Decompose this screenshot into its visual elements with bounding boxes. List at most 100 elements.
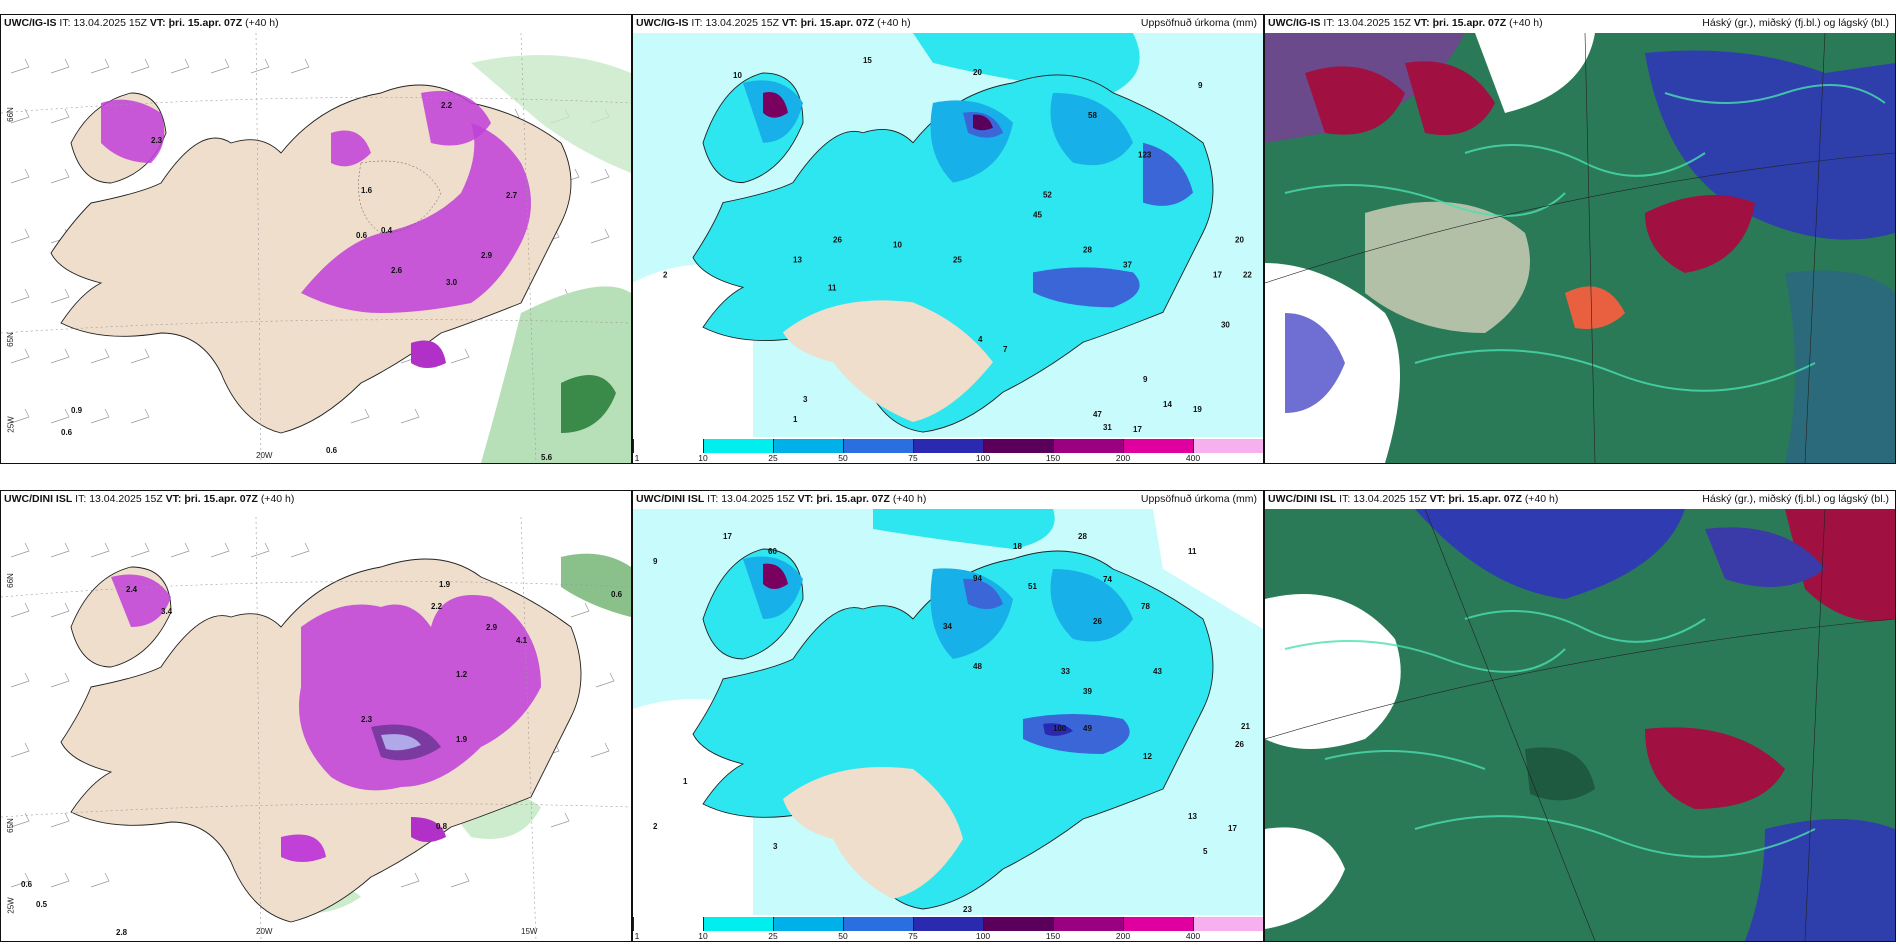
lead-time: (+40 h) bbox=[245, 17, 279, 29]
wind-precip-map: 2.3 2.2 2.9 2.6 1.6 0.6 0.4 3.0 2.7 0.9 … bbox=[1, 33, 631, 463]
value-label: 37 bbox=[1123, 260, 1132, 269]
value-label: 7 bbox=[1003, 345, 1008, 354]
vt-label: VT: bbox=[149, 17, 166, 29]
value-label: 17 bbox=[1133, 425, 1142, 434]
lead-time: (+40 h) bbox=[892, 493, 927, 505]
lat-label: 66N bbox=[5, 107, 15, 122]
panel-title: Háský (gr.), miðský (fj.bl.) og lágský (… bbox=[1702, 17, 1889, 29]
lead-time: (+40 h) bbox=[1524, 493, 1559, 505]
it-label: IT: bbox=[1339, 493, 1351, 505]
model-name: UWC/DINI ISL bbox=[4, 493, 73, 505]
valid-time: þri. 15.apr. 07Z bbox=[1432, 17, 1507, 29]
panel-title: Uppsöfnuð úrkoma (mm) bbox=[1140, 493, 1257, 505]
value-label: 23 bbox=[963, 905, 972, 914]
cloud-cover-map bbox=[1265, 33, 1895, 463]
value-label: 20 bbox=[1235, 235, 1244, 244]
value-label: 22 bbox=[1243, 270, 1252, 279]
value-label: 17 bbox=[1228, 824, 1237, 833]
value-label: 19 bbox=[1193, 405, 1202, 414]
value-label: 2.8 bbox=[116, 928, 128, 937]
value-label: 2.3 bbox=[361, 715, 373, 724]
value-label: 3 bbox=[803, 395, 808, 404]
value-label: 0.6 bbox=[326, 446, 338, 455]
it-label: IT: bbox=[75, 493, 87, 505]
colorbar-tick: 75 bbox=[908, 931, 918, 941]
vt-label: VT: bbox=[797, 493, 814, 505]
value-label: 11 bbox=[1188, 547, 1197, 556]
colorbar-swatch bbox=[1193, 917, 1263, 931]
value-label: 5 bbox=[1203, 847, 1208, 856]
vt-label: VT: bbox=[165, 493, 182, 505]
value-label: 17 bbox=[1213, 270, 1222, 279]
colorbar-tick: 10 bbox=[698, 931, 708, 941]
colorbar-swatch bbox=[1053, 917, 1124, 931]
value-label: 1 bbox=[683, 777, 688, 786]
init-time: 13.04.2025 15Z bbox=[721, 493, 795, 505]
lon-label: 20W bbox=[256, 927, 273, 936]
colorbar-swatch bbox=[773, 439, 844, 453]
init-time: 13.04.2025 15Z bbox=[1337, 17, 1411, 29]
value-label: 2.4 bbox=[126, 585, 138, 594]
lon-label: 25W bbox=[6, 897, 16, 914]
value-label: 43 bbox=[1153, 667, 1162, 676]
panel-bottom-right-dini-clouds: UWC/DINI ISL IT: 13.04.2025 15Z VT: þri.… bbox=[1264, 490, 1896, 942]
value-label: 3.0 bbox=[446, 278, 458, 287]
it-label: IT: bbox=[1323, 17, 1335, 29]
init-time: 13.04.2025 15Z bbox=[73, 17, 147, 29]
value-label: 26 bbox=[1093, 617, 1102, 626]
init-time: 13.04.2025 15Z bbox=[89, 493, 163, 505]
value-label: 21 bbox=[1241, 722, 1250, 731]
value-label: 2.6 bbox=[391, 266, 403, 275]
value-label: 0.9 bbox=[71, 406, 83, 415]
value-label: 2 bbox=[663, 270, 668, 279]
value-label: 25 bbox=[953, 255, 962, 264]
panel-header: UWC/DINI ISL IT: 13.04.2025 15Z VT: þri.… bbox=[4, 493, 625, 506]
value-label: 52 bbox=[1043, 191, 1052, 200]
panel-header: UWC/IG-IS IT: 13.04.2025 15Z VT: þri. 15… bbox=[4, 17, 625, 30]
value-label: 9 bbox=[1198, 81, 1203, 90]
value-label: 4.1 bbox=[516, 636, 528, 645]
colorbar-swatch bbox=[913, 917, 984, 931]
colorbar: 1 10 25 50 75 100 150 200 400 bbox=[633, 437, 1263, 463]
value-label: 2.9 bbox=[481, 251, 493, 260]
colorbar-tick: 100 bbox=[975, 453, 991, 463]
value-label: 17 bbox=[723, 532, 732, 541]
value-label: 14 bbox=[1163, 400, 1172, 409]
lon-label: 20W bbox=[256, 451, 273, 460]
value-label: 0.6 bbox=[61, 428, 73, 437]
value-label: 1.9 bbox=[456, 735, 468, 744]
value-label: 2 bbox=[653, 822, 658, 831]
colorbar-swatch bbox=[1123, 917, 1194, 931]
value-label: 48 bbox=[973, 662, 982, 671]
colorbar-swatch bbox=[633, 439, 704, 453]
value-label: 94 bbox=[973, 574, 982, 583]
colorbar-tick: 400 bbox=[1185, 931, 1201, 941]
value-label: 20 bbox=[973, 68, 982, 77]
vt-label: VT: bbox=[1429, 493, 1446, 505]
colorbar-tick: 75 bbox=[908, 453, 918, 463]
value-label: 9 bbox=[1143, 375, 1148, 384]
value-label: 9 bbox=[653, 557, 658, 566]
it-label: IT: bbox=[707, 493, 719, 505]
valid-time: þri. 15.apr. 07Z bbox=[184, 493, 258, 505]
colorbar-tick: 100 bbox=[975, 931, 991, 941]
value-label: 123 bbox=[1138, 151, 1152, 160]
panel-bottom-left-dini-wind: UWC/DINI ISL IT: 13.04.2025 15Z VT: þri.… bbox=[0, 490, 632, 942]
panel-header: UWC/IG-IS IT: 13.04.2025 15Z VT: þri. 15… bbox=[636, 17, 1257, 30]
vt-label: VT: bbox=[1413, 17, 1430, 29]
colorbar-tick: 25 bbox=[768, 931, 778, 941]
colorbar-swatch bbox=[983, 917, 1054, 931]
init-time: 13.04.2025 15Z bbox=[1353, 493, 1427, 505]
value-label: 3 bbox=[773, 842, 778, 851]
colorbar: 1 10 25 50 75 100 150 200 400 bbox=[633, 915, 1263, 941]
colorbar-swatch bbox=[913, 439, 984, 453]
value-label: 74 bbox=[1103, 575, 1112, 584]
precip-map: 9 17 18 28 11 60 94 74 78 51 34 48 26 33… bbox=[633, 509, 1263, 915]
valid-time: þri. 15.apr. 07Z bbox=[168, 17, 243, 29]
colorbar-tick: 50 bbox=[838, 453, 848, 463]
colorbar-tick: 1 bbox=[634, 453, 640, 463]
panel-bottom-middle-dini-precip: UWC/DINI ISL IT: 13.04.2025 15Z VT: þri.… bbox=[632, 490, 1264, 942]
value-label: 18 bbox=[1013, 542, 1022, 551]
value-label: 47 bbox=[1093, 410, 1102, 419]
panel-top-left-ig-is-wind: UWC/IG-IS IT: 13.04.2025 15Z VT: þri. 15… bbox=[0, 14, 632, 464]
